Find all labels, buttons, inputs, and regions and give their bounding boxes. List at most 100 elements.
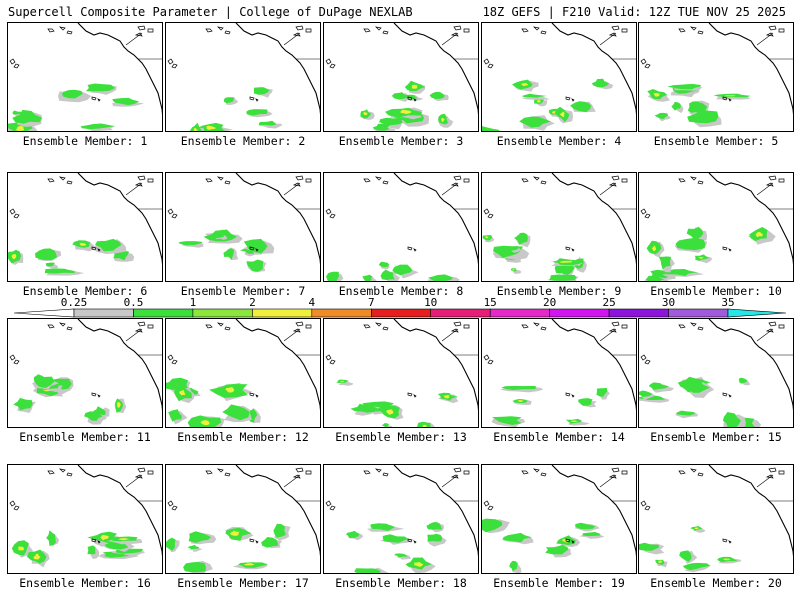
coastline: [708, 465, 793, 557]
island-outline: [224, 472, 231, 477]
island-outline: [407, 96, 413, 101]
scp-shading-mid: [346, 530, 360, 538]
island-outline: [697, 472, 704, 477]
coastline: [708, 23, 793, 115]
colorbar-bin: [73, 308, 134, 318]
island-outline: [565, 392, 571, 397]
scp-shading-mid: [379, 117, 404, 126]
political-border: [599, 328, 617, 342]
coastline: [393, 23, 478, 115]
ensemble-member-label: Ensemble Member: 5: [653, 134, 779, 148]
island-outline: [640, 208, 647, 215]
panel-map-svg: [167, 23, 320, 131]
island-outline: [292, 474, 301, 479]
island-outline: [9, 500, 16, 507]
scp-shading-mid: [645, 275, 665, 281]
island-outline: [689, 468, 697, 473]
colorbar-tick-label: 7: [368, 296, 375, 309]
scp-shading-high: [521, 82, 528, 87]
scp-shading-mid: [246, 259, 264, 272]
scp-shading-high: [229, 530, 240, 536]
panel-map-svg: [325, 23, 478, 131]
island-outline: [778, 470, 785, 475]
island-outline: [374, 322, 382, 327]
island-outline: [292, 182, 301, 187]
island-outline: [66, 180, 73, 185]
ensemble-member-map: [638, 172, 794, 282]
scp-shading-mid: [738, 377, 748, 384]
ensemble-member-map: [7, 464, 163, 574]
island-outline: [644, 63, 651, 69]
island-outline: [134, 32, 143, 37]
island-outline: [611, 175, 620, 181]
island-outline: [91, 96, 97, 101]
ensemble-member-label: Ensemble Member: 12: [177, 430, 309, 444]
island-outline: [255, 248, 259, 252]
island-outline: [453, 467, 462, 473]
island-outline: [521, 470, 529, 475]
island-outline: [540, 30, 547, 35]
island-outline: [374, 26, 382, 31]
island-outline: [611, 321, 620, 327]
colorbar-tick-label: 0.25: [61, 296, 88, 309]
island-outline: [728, 98, 732, 102]
island-outline: [97, 98, 101, 102]
colorbar-bin: [370, 308, 432, 318]
scp-shading-mid: [370, 523, 396, 531]
island-outline: [621, 28, 628, 33]
colorbar-tick-label: 10: [424, 296, 437, 309]
scp-shading-mid: [13, 397, 33, 411]
island-outline: [728, 540, 732, 544]
scp-shading-mid: [508, 246, 519, 251]
island-outline: [521, 28, 529, 33]
island-outline: [134, 474, 143, 479]
scp-shading-mid: [273, 523, 286, 538]
island-outline: [363, 324, 371, 329]
island-outline: [9, 208, 16, 215]
colorbar-bin: [608, 308, 669, 318]
island-outline: [521, 324, 529, 329]
island-outline: [305, 470, 312, 475]
island-outline: [224, 326, 231, 331]
island-outline: [13, 505, 20, 511]
colorbar-bin: [311, 308, 372, 318]
colorbar-bin: [192, 308, 253, 318]
island-outline: [413, 248, 417, 252]
island-outline: [305, 28, 312, 33]
ensemble-member-label: Ensemble Member: 16: [19, 576, 151, 590]
island-outline: [134, 328, 143, 333]
island-outline: [255, 98, 259, 102]
coastline: [708, 173, 793, 265]
political-border: [441, 474, 459, 488]
island-outline: [363, 178, 371, 183]
scp-shading-mid: [168, 409, 182, 422]
scp-shading-high: [653, 93, 660, 97]
scp-shading-high: [441, 117, 445, 122]
island-outline: [216, 26, 224, 31]
island-outline: [295, 25, 304, 31]
scp-shading-mid: [654, 112, 669, 119]
island-outline: [292, 32, 301, 37]
scp-shading-high: [443, 395, 450, 399]
island-outline: [137, 25, 146, 31]
ensemble-member-map: [481, 172, 637, 282]
scp-shading-mid: [45, 268, 75, 274]
island-outline: [483, 500, 490, 507]
political-border: [125, 182, 143, 196]
scp-shading-mid: [582, 532, 601, 537]
island-outline: [678, 324, 686, 329]
island-outline: [532, 26, 540, 31]
island-outline: [91, 392, 97, 397]
ensemble-member-map: [165, 318, 321, 428]
island-outline: [697, 180, 704, 185]
island-outline: [768, 467, 777, 473]
panel-map-svg: [325, 319, 478, 427]
island-outline: [765, 182, 774, 187]
coastline: [551, 23, 636, 115]
ensemble-member-map: [165, 22, 321, 132]
island-outline: [463, 470, 470, 475]
scp-shading-mid: [326, 271, 339, 281]
scp-shading-mid: [350, 403, 379, 413]
island-outline: [689, 176, 697, 181]
island-outline: [47, 470, 55, 475]
